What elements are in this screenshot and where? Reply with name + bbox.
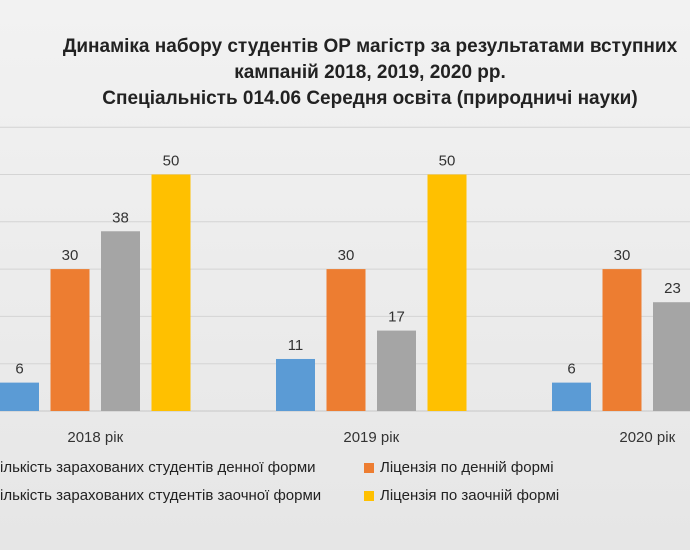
data-label: 23 <box>664 280 681 297</box>
legend-swatch-day-license <box>364 462 374 473</box>
legend-label-day-enrolled: ількість зарахованих студентів денної фо… <box>0 459 316 476</box>
data-label: 30 <box>62 247 79 264</box>
legend-item-day-enrolled: ількість зарахованих студентів денної фо… <box>0 459 316 476</box>
legend-item-extramural-license: Ліцензія по заочній формі <box>364 487 559 504</box>
data-label: 50 <box>163 153 180 170</box>
data-label: 11 <box>288 337 304 354</box>
data-label: 17 <box>388 309 405 326</box>
bar <box>276 358 315 411</box>
data-label: 38 <box>112 209 129 226</box>
legend-swatch-extramural-license <box>364 490 374 501</box>
data-label: 6 <box>567 361 575 378</box>
bar <box>0 382 39 411</box>
data-label: 30 <box>338 247 355 264</box>
bar <box>326 269 366 411</box>
bar <box>151 174 191 411</box>
legend-item-extramural-enrolled: ількість зарахованих студентів заочної ф… <box>0 487 321 504</box>
legend-label-extramural-license: Ліцензія по заочній формі <box>380 487 560 504</box>
bar <box>50 269 90 411</box>
data-label: 30 <box>614 247 631 264</box>
bar <box>602 269 642 411</box>
chart-title-line-3: Спеціальність 014.06 Середня освіта (при… <box>102 88 638 109</box>
data-label: 6 <box>15 361 23 378</box>
bar <box>101 231 140 411</box>
category-tick-label: 2019 рік <box>343 429 399 446</box>
legend-item-day-license: Ліцензія по денній формі <box>364 459 554 476</box>
category-tick-label: 2018 рік <box>67 429 123 446</box>
legend-label-day-license: Ліцензія по денній формі <box>380 459 554 476</box>
bar <box>377 330 416 411</box>
bar <box>653 302 690 411</box>
bar <box>552 382 591 411</box>
chart-title-line-1: Динаміка набору студентів ОР магістр за … <box>62 36 678 57</box>
category-tick-label: 2020 рік <box>619 429 675 446</box>
legend-label-extramural-enrolled: ількість зарахованих студентів заочної ф… <box>0 487 322 504</box>
bar <box>427 174 467 411</box>
chart-title-line-2: кампаній 2018, 2019, 2020 рр. <box>234 62 506 83</box>
data-label: 50 <box>439 153 456 170</box>
